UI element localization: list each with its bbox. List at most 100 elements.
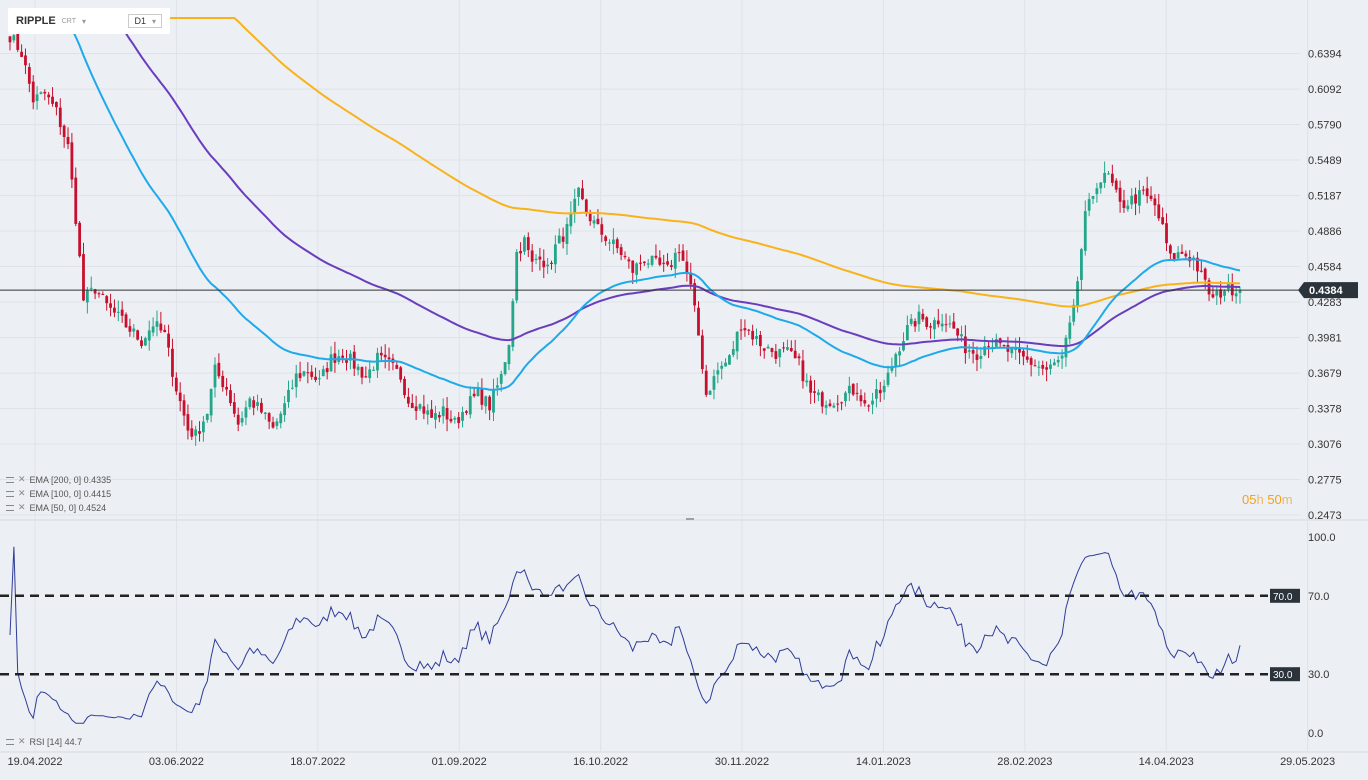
candle-body <box>105 296 109 304</box>
rsi-tick-label: 70.0 <box>1308 591 1329 603</box>
candle-body <box>642 261 646 264</box>
legend-label: EMA [50, 0] 0.4524 <box>29 502 107 513</box>
candle-body <box>704 370 708 395</box>
candle-body <box>1238 290 1242 293</box>
close-icon[interactable]: ✕ <box>18 474 26 484</box>
candle-body <box>1002 345 1006 347</box>
candle-body <box>55 101 58 108</box>
symbol-subtitle: CRT <box>61 17 76 25</box>
close-icon[interactable]: ✕ <box>18 488 26 498</box>
candle-body <box>1215 290 1219 296</box>
candle-body <box>186 414 190 431</box>
candle-body <box>1219 289 1223 298</box>
candle-body <box>1068 322 1072 339</box>
y-tick-label: 0.6394 <box>1308 49 1342 61</box>
candle-body <box>399 367 403 380</box>
candle-body <box>550 262 553 265</box>
candle-body <box>1223 290 1226 296</box>
candle-body <box>182 400 186 416</box>
candle-body <box>797 356 801 359</box>
x-tick-label: 01.09.2022 <box>432 756 487 768</box>
candle-body <box>430 409 434 418</box>
candle-body <box>1130 195 1134 205</box>
candle-body <box>909 318 913 324</box>
legend-ema200[interactable]: ✕ EMA [200, 0] 0.4335 <box>6 474 111 485</box>
y-tick-label: 0.3076 <box>1308 439 1342 451</box>
candle-body <box>1211 294 1215 298</box>
candle-body <box>201 421 205 433</box>
candle-body <box>395 364 399 369</box>
candle-body <box>66 136 70 145</box>
candle-body <box>414 406 418 411</box>
candle-body <box>236 414 240 425</box>
candle-body <box>294 373 298 388</box>
ema100-line <box>10 17 1241 348</box>
candle-body <box>673 252 677 269</box>
candle-body <box>1045 367 1049 370</box>
y-tick-label: 0.5489 <box>1308 155 1342 167</box>
candle-body <box>387 357 391 360</box>
candle-body <box>952 321 956 329</box>
timeframe-select[interactable]: D1 ▾ <box>128 14 162 28</box>
y-tick-label: 0.4886 <box>1308 226 1342 238</box>
candle-body <box>546 264 550 267</box>
candle-body <box>1037 366 1041 368</box>
candle-body <box>739 329 743 331</box>
symbol-name[interactable]: RIPPLE <box>16 15 56 27</box>
candle-body <box>971 350 975 354</box>
chevron-down-icon[interactable]: ▾ <box>82 16 87 26</box>
candle-body <box>871 400 874 405</box>
candle-body <box>716 370 720 375</box>
legend-rsi[interactable]: ✕ RSI [14] 44.7 <box>6 736 82 747</box>
candle-body <box>944 324 948 326</box>
close-icon[interactable]: ✕ <box>18 736 26 746</box>
candle-body <box>290 387 294 389</box>
symbol-toolbar[interactable]: RIPPLE CRT ▾ D1 ▾ <box>8 8 170 34</box>
candle-body <box>1207 280 1211 295</box>
menu-icon[interactable] <box>6 738 14 745</box>
candle-body <box>623 255 627 258</box>
candle-body <box>1021 350 1025 357</box>
candle-body <box>109 303 112 308</box>
candle-body <box>298 373 302 379</box>
candle-body <box>720 365 724 369</box>
y-tick-label: 0.5790 <box>1308 120 1342 132</box>
candle-body <box>271 422 275 428</box>
menu-icon[interactable] <box>6 504 14 511</box>
candle-body <box>1091 196 1095 199</box>
candle-body <box>453 417 457 420</box>
candle-body <box>700 335 704 370</box>
candle-body <box>662 262 666 264</box>
rsi-tick-label: 100.0 <box>1308 532 1336 544</box>
candle-body <box>221 375 225 388</box>
x-tick-label: 30.11.2022 <box>715 756 769 768</box>
candle-body <box>793 350 797 359</box>
candle-body <box>35 94 39 102</box>
legend-ema100[interactable]: ✕ EMA [100, 0] 0.4415 <box>6 488 111 499</box>
candle-body <box>1033 365 1037 367</box>
candle-body <box>275 421 279 426</box>
candle-body <box>480 387 484 405</box>
x-tick-label: 19.04.2022 <box>7 756 62 768</box>
candle-body <box>16 33 20 50</box>
candle-body <box>163 329 167 333</box>
candle-body <box>526 237 530 251</box>
candle-body <box>766 346 770 349</box>
candle-body <box>1161 217 1165 225</box>
menu-icon[interactable] <box>6 476 14 483</box>
y-tick-label: 0.2473 <box>1308 510 1342 522</box>
candle-body <box>689 272 693 285</box>
menu-icon[interactable] <box>6 490 14 497</box>
y-tick-label: 0.4283 <box>1308 297 1342 309</box>
candle-body <box>1168 245 1172 254</box>
candle-body <box>488 396 492 411</box>
candle-body <box>646 263 650 265</box>
candle-body <box>878 389 882 394</box>
candle-body <box>1184 253 1188 257</box>
candle-body <box>855 392 859 394</box>
candle-body <box>1099 182 1103 189</box>
close-icon[interactable]: ✕ <box>18 502 26 512</box>
legend-ema50[interactable]: ✕ EMA [50, 0] 0.4524 <box>6 502 106 513</box>
